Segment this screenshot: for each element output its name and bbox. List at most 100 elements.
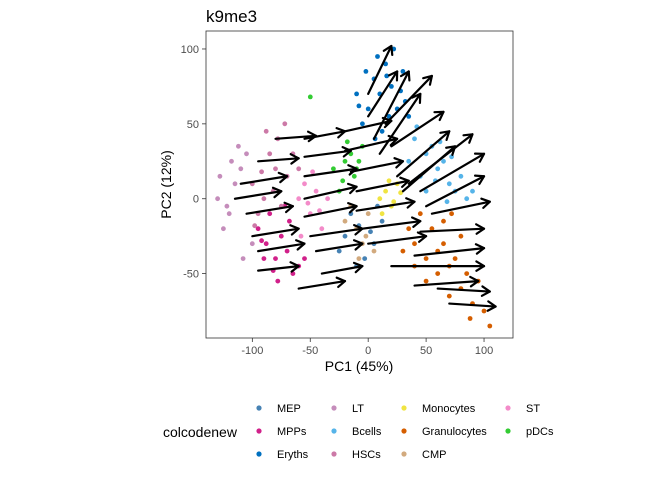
x-axis: -100 -50 0 50 100 — [241, 338, 493, 357]
data-point — [325, 196, 330, 202]
data-point — [249, 241, 255, 247]
data-point — [232, 181, 238, 187]
data-point — [406, 114, 412, 119]
trajectory-arrow — [367, 70, 399, 118]
trajectory-arrow — [257, 261, 300, 273]
trajectory-arrow — [303, 202, 358, 218]
legend-item: Eryths — [256, 449, 309, 461]
data-point — [229, 158, 234, 164]
data-point — [487, 323, 493, 329]
data-point — [379, 128, 385, 134]
legend-item: HSCs — [331, 449, 381, 461]
legend-key — [256, 451, 262, 457]
data-point — [441, 218, 446, 224]
trajectory-arrow — [320, 261, 364, 275]
y-tick-label: 100 — [181, 44, 199, 56]
data-point — [368, 229, 373, 235]
legend-label: ST — [526, 403, 540, 415]
data-point — [259, 238, 264, 244]
data-point — [400, 69, 406, 74]
data-point — [356, 103, 362, 109]
trajectory-arrow — [233, 186, 283, 200]
legend-item: CMP — [401, 449, 446, 461]
points-layer — [215, 46, 493, 329]
data-point — [435, 271, 441, 276]
y-axis: -50 0 50 100 — [181, 44, 206, 281]
trajectory-arrow — [355, 197, 416, 212]
data-point — [362, 256, 368, 261]
data-point — [296, 166, 302, 172]
legend-key — [331, 451, 337, 457]
arrows-layer — [233, 44, 497, 312]
trajectory-arrow — [355, 176, 410, 193]
legend-title: colcodenew — [163, 424, 238, 440]
data-point — [261, 196, 267, 202]
data-point — [313, 188, 319, 194]
data-point — [259, 169, 264, 175]
data-point — [446, 181, 452, 187]
data-point — [365, 211, 371, 217]
data-point — [236, 143, 241, 149]
data-point — [282, 121, 288, 127]
data-point — [412, 241, 417, 247]
data-point — [307, 94, 313, 100]
data-point — [267, 211, 273, 217]
data-point — [302, 256, 307, 261]
trajectory-arrow — [245, 201, 294, 215]
trajectory-arrow — [413, 243, 486, 257]
trajectory-arrow — [303, 146, 352, 158]
legend-item: MEP — [256, 403, 301, 415]
trajectory-arrow — [396, 130, 451, 178]
trajectory-arrow — [349, 157, 405, 173]
data-point — [267, 151, 273, 157]
data-point — [470, 188, 475, 194]
data-point — [344, 139, 350, 145]
trajectory-arrow — [430, 197, 491, 215]
data-point — [215, 196, 221, 202]
data-point — [435, 166, 441, 172]
legend-label: CMP — [422, 449, 446, 461]
trajectory-arrow — [390, 260, 486, 272]
trajectory-arrow — [419, 223, 486, 235]
trajectory-arrow — [384, 74, 434, 125]
data-point — [441, 158, 446, 164]
chart-title: k9me3 — [206, 7, 257, 26]
y-axis-label: PC2 (12%) — [158, 150, 174, 218]
legend-key — [256, 405, 262, 411]
legend-item: LT — [331, 403, 364, 415]
data-point — [365, 106, 371, 112]
trajectory-arrow — [419, 152, 486, 193]
x-tick-label: -100 — [241, 345, 263, 357]
data-point — [398, 190, 403, 196]
legend-key — [331, 428, 337, 434]
plot-panel-border — [205, 30, 514, 339]
data-point — [244, 151, 249, 157]
data-point — [391, 199, 397, 205]
legend-label: Eryths — [277, 449, 309, 461]
data-point — [417, 211, 423, 217]
trajectory-arrow — [425, 174, 486, 208]
trajectory-arrow — [297, 276, 347, 290]
data-point — [423, 256, 429, 261]
trajectory-arrow — [239, 171, 289, 185]
data-point — [340, 178, 346, 184]
data-point — [217, 173, 223, 179]
trajectory-arrow — [257, 153, 300, 165]
x-tick-label: 50 — [420, 345, 432, 357]
x-tick-label: 0 — [365, 345, 371, 357]
legend-label: MEP — [277, 403, 301, 415]
data-point — [275, 278, 281, 284]
data-point — [273, 256, 278, 261]
data-point — [261, 256, 267, 261]
data-point — [444, 199, 450, 205]
plot-panel — [205, 30, 514, 339]
legend-label: MPPs — [277, 426, 307, 438]
legend-label: Granulocytes — [422, 426, 487, 438]
trajectory-arrow — [343, 116, 393, 133]
data-point — [446, 293, 452, 299]
data-point — [360, 121, 365, 127]
trajectory-arrow — [436, 285, 491, 297]
data-point — [481, 308, 487, 314]
data-point — [298, 233, 304, 239]
data-point — [452, 256, 458, 261]
